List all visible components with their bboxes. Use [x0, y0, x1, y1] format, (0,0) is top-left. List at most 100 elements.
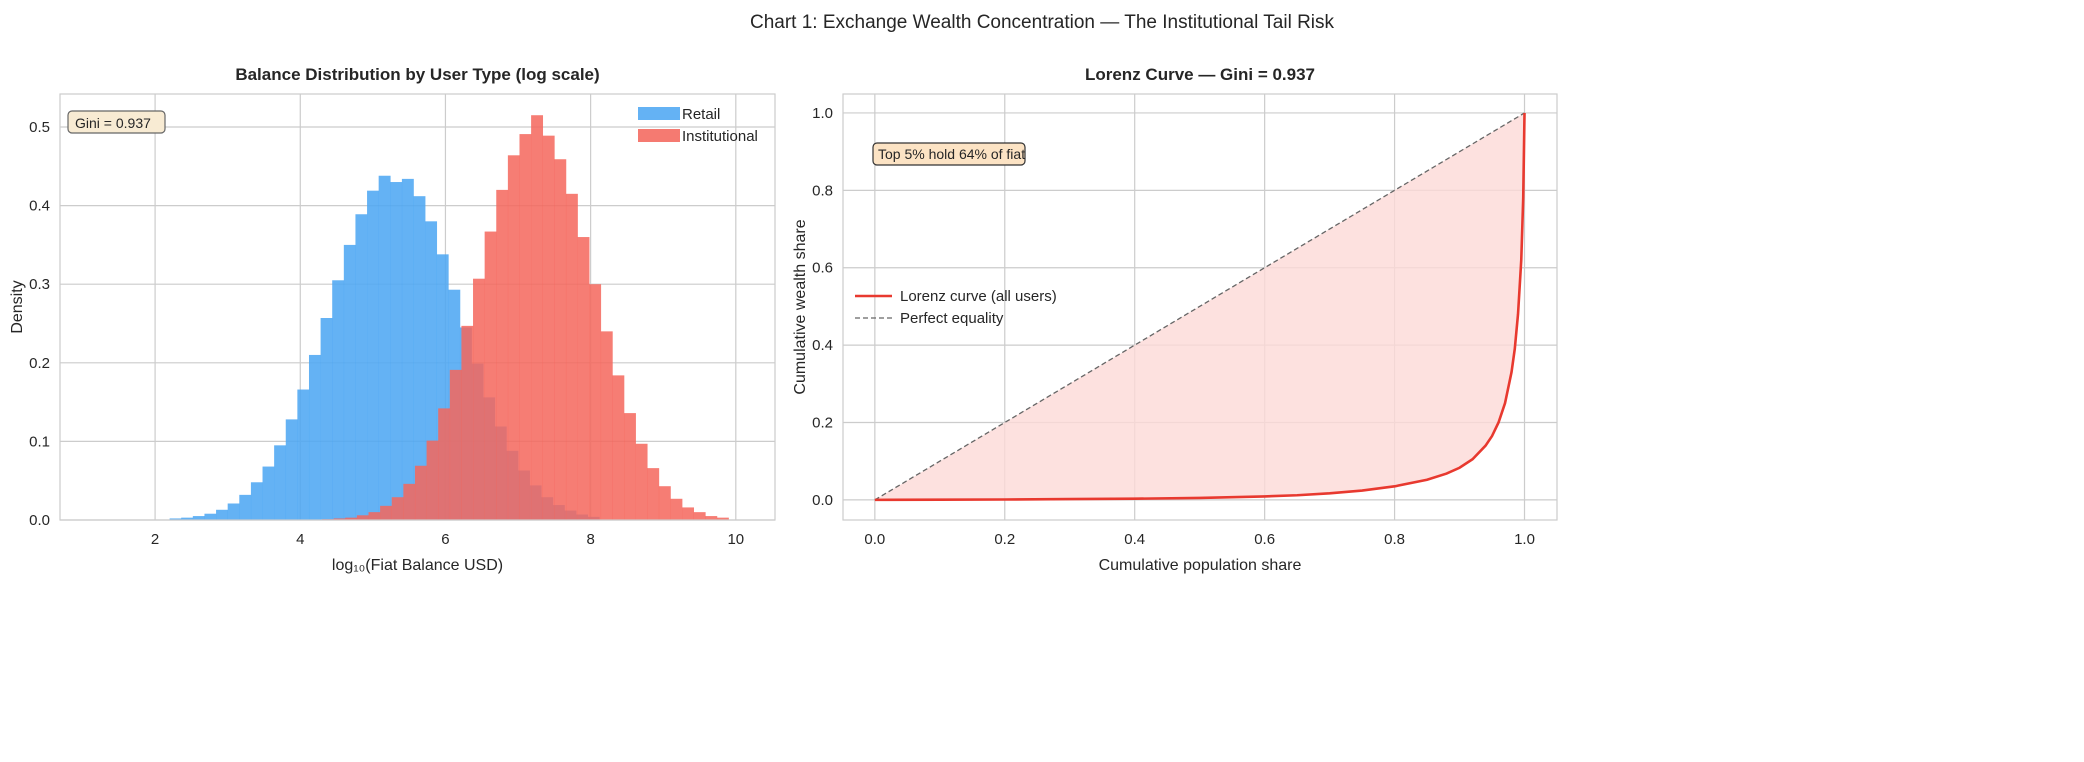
y-tick-label: 0.3: [29, 276, 50, 293]
histogram-bar: [367, 190, 379, 520]
y-tick-label: 0.2: [29, 355, 50, 372]
legend-label: Lorenz curve (all users): [900, 288, 1057, 305]
histogram-bar: [436, 254, 449, 520]
equality-line: [874, 112, 1525, 501]
x-axis-label: log₁₀(Fiat Balance USD): [332, 557, 503, 574]
lorenz-curve: [874, 112, 1526, 502]
histogram-bar: [192, 516, 205, 520]
histogram-bar: [343, 244, 356, 520]
top5-annotation-box: [872, 142, 1026, 166]
histogram-bar: [461, 325, 474, 520]
x-tick-label: 0.2: [994, 531, 1015, 548]
x-tick-label: 0.6: [1254, 531, 1275, 548]
histogram-bar: [308, 354, 321, 520]
histogram-bar: [600, 331, 613, 520]
chart-1: 0.0 0.2 0.4 0.6 0.8 1.0 0.0 0.2 0.4 0.6 0.8 1.0 Lore…: [792, 65, 1558, 574]
histogram-bar: [345, 517, 358, 520]
histogram-bar: [507, 155, 520, 520]
histogram-bar: [438, 408, 451, 520]
histogram-bar: [647, 468, 660, 520]
histogram-bar: [204, 513, 217, 520]
x-tick-label: 0.4: [1124, 531, 1145, 548]
histogram-bar: [496, 189, 509, 521]
y-tick-label: 0.5: [29, 119, 50, 136]
histogram-bar: [285, 419, 298, 520]
histogram-bar: [181, 517, 194, 520]
x-tick-label: 10: [727, 531, 744, 548]
histogram-bar: [705, 516, 718, 520]
histogram-bar: [403, 483, 416, 520]
y-tick-label: 1.0: [812, 105, 833, 122]
legend-swatch: [638, 107, 680, 120]
y-tick-label: 0.8: [812, 182, 833, 199]
histogram-bar: [449, 369, 462, 520]
histogram-bar: [262, 466, 275, 520]
x-tick-label: 1.0: [1514, 531, 1535, 548]
histogram-bar: [320, 318, 333, 520]
histogram-bar: [426, 440, 439, 520]
histogram-bar: [693, 512, 706, 520]
y-tick-label: 0.0: [29, 512, 50, 529]
y-tick-label: 0.1: [29, 433, 50, 450]
chart-0: 2 4 6 8 10 0.0 0.1 0.2 0.3 0.4 0.5 Balance Distribu…: [9, 65, 776, 574]
histogram-bar: [413, 196, 426, 520]
axes-frame: [59, 93, 776, 521]
y-tick-label: 0.4: [812, 337, 833, 354]
gini-annotation: Gini = 0.937: [75, 115, 151, 131]
histogram-bar: [682, 507, 695, 520]
histogram-bar: [565, 193, 578, 520]
legend-label: Perfect equality: [900, 310, 1004, 327]
histogram-bar: [297, 389, 310, 520]
histogram-bar: [484, 231, 497, 520]
histogram-bar: [401, 178, 414, 520]
axes-frame: [842, 93, 1558, 521]
legend-label: Institutional: [682, 128, 758, 145]
histogram-bar: [519, 134, 532, 520]
histogram-bar: [368, 512, 381, 520]
x-tick-label: 6: [441, 531, 449, 548]
x-tick-label: 8: [586, 531, 594, 548]
figure-suptitle: Chart 1: Exchange Wealth Concentration —…: [749, 12, 1335, 33]
histogram-bar: [332, 280, 345, 520]
histogram-bar: [542, 135, 555, 520]
histogram-bar: [577, 237, 590, 520]
series-institutional: [322, 115, 729, 521]
histogram-bar: [473, 278, 485, 520]
top5-annotation: Top 5% hold 64% of fiat: [878, 146, 1025, 162]
chart-title: Balance Distribution by User Type (log s…: [235, 65, 599, 84]
histogram-bar: [356, 515, 369, 520]
histogram-bar: [554, 159, 567, 521]
histogram-bar: [169, 518, 182, 520]
gini-annotation-box: [67, 110, 166, 134]
histogram-bar: [378, 175, 391, 520]
chart-title: Lorenz Curve — Gini = 0.937: [1085, 65, 1315, 84]
y-axis-label: Cumulative wealth share: [792, 219, 809, 394]
histogram-bar: [250, 482, 263, 520]
histogram-bar: [658, 486, 671, 520]
y-axis-label: Density: [9, 280, 26, 333]
histogram-bar: [425, 221, 438, 520]
histogram-bar: [391, 497, 404, 520]
histogram-bar: [380, 505, 393, 520]
x-axis-label: Cumulative population share: [1099, 557, 1302, 574]
legend-label: Retail: [682, 106, 720, 123]
y-tick-label: 0.6: [812, 260, 833, 277]
histogram-bar: [216, 509, 228, 520]
histogram-bar: [239, 494, 252, 520]
x-tick-label: 4: [296, 531, 304, 548]
histogram-bar: [624, 413, 636, 520]
histogram-bar: [355, 214, 368, 520]
histogram-bar: [414, 465, 427, 520]
y-tick-label: 0.0: [812, 492, 833, 509]
x-tick-label: 2: [151, 531, 159, 548]
histogram-bar: [589, 284, 602, 520]
y-tick-label: 0.4: [29, 198, 50, 215]
histogram-bar: [333, 518, 346, 520]
x-tick-label: 0.0: [864, 531, 885, 548]
histogram-bar: [612, 375, 625, 520]
x-tick-label: 0.8: [1384, 531, 1405, 548]
histogram-bar: [716, 517, 729, 520]
histogram-bar: [274, 445, 287, 520]
histogram-bar: [670, 498, 683, 520]
